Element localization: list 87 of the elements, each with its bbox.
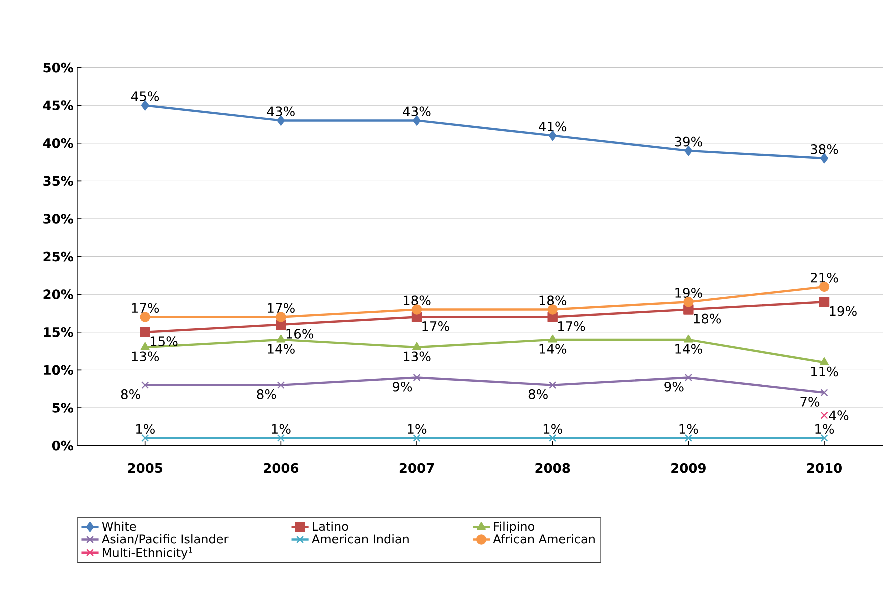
legend-label: African American — [493, 534, 595, 544]
data-label: 41% — [539, 122, 567, 132]
data-label: 17% — [268, 303, 295, 314]
data-label: 1% — [408, 424, 427, 434]
data-label: 17% — [132, 303, 160, 314]
point — [684, 297, 694, 308]
point — [142, 434, 150, 442]
data-label: 15% — [150, 336, 178, 346]
data-label: 9% — [664, 382, 684, 392]
point — [820, 434, 828, 442]
data-label: 14% — [540, 344, 567, 354]
y-tick-label: 35% — [44, 176, 74, 186]
y-tick-label: 5% — [52, 403, 74, 413]
x-tick-label: 2007 — [400, 463, 434, 474]
data-label: 8% — [121, 390, 140, 400]
data-label: 17% — [558, 321, 586, 332]
data-label: 1% — [544, 424, 562, 434]
x-tick-label: 2005 — [128, 463, 163, 474]
x-tick-label: 2006 — [264, 463, 299, 474]
x-tick-label: 2009 — [672, 463, 706, 474]
point — [413, 116, 421, 126]
point — [140, 342, 150, 350]
data-label: 13% — [404, 352, 431, 362]
data-label: 7% — [800, 397, 820, 407]
data-label: 1% — [816, 424, 834, 434]
y-tick-label: 20% — [44, 290, 74, 300]
data-label: 19% — [830, 306, 857, 316]
data-label: 43% — [267, 106, 295, 117]
point — [819, 297, 830, 308]
point — [413, 434, 421, 442]
data-label: 45% — [132, 92, 160, 102]
legend-label: Filipino — [494, 522, 534, 534]
point — [820, 389, 828, 397]
y-tick-label: 10% — [44, 365, 74, 376]
point — [412, 342, 422, 350]
point — [549, 434, 557, 442]
data-label: 14% — [268, 344, 295, 354]
data-label: 8% — [528, 390, 548, 400]
y-tick-label: 0% — [52, 440, 74, 451]
data-label: 1% — [680, 424, 698, 434]
point — [277, 434, 285, 442]
y-tick-label: 40% — [43, 138, 74, 148]
x-tick-label: 2010 — [807, 463, 842, 474]
data-label: 39% — [675, 136, 702, 147]
data-label: 38% — [811, 144, 838, 154]
data-label: 16% — [286, 329, 314, 339]
data-label: 43% — [403, 106, 431, 117]
legend-label: Latino — [313, 522, 348, 532]
point — [277, 382, 285, 390]
data-label: 21% — [811, 273, 838, 283]
y-tick-label: 30% — [44, 214, 74, 224]
x-tick-label: 2008 — [536, 463, 570, 474]
point — [549, 382, 557, 390]
data-label: 14% — [676, 344, 702, 354]
data-label: 1% — [272, 424, 291, 434]
y-tick-label: 50% — [44, 62, 74, 73]
point — [684, 374, 692, 382]
data-label: 9% — [393, 382, 412, 392]
data-label: 13% — [132, 352, 160, 362]
point — [142, 382, 150, 390]
y-tick-label: 25% — [44, 252, 74, 262]
point — [277, 116, 286, 126]
legend-label: White — [102, 522, 136, 532]
y-tick-label: 15% — [44, 327, 74, 338]
data-label: 18% — [694, 314, 722, 324]
point — [684, 334, 694, 343]
legend-label: Multi-Ethnicity$^{1}$ — [103, 547, 192, 560]
point — [548, 334, 558, 343]
legend-label: Asian/Pacific Islander — [102, 534, 229, 545]
y-tick-label: 45% — [43, 100, 74, 111]
data-label: 19% — [676, 288, 702, 298]
data-label: 18% — [540, 296, 567, 306]
point — [413, 374, 421, 382]
data-label: 8% — [257, 390, 276, 400]
data-label: 17% — [422, 321, 450, 332]
data-label: 4% — [829, 410, 849, 420]
point — [140, 327, 150, 338]
point — [820, 358, 830, 366]
point — [276, 334, 286, 343]
point — [548, 304, 558, 315]
point — [684, 434, 692, 442]
legend-label: American Indian — [312, 534, 409, 544]
point — [412, 304, 422, 315]
data-label: 1% — [136, 424, 155, 434]
data-label: 11% — [811, 366, 838, 377]
data-label: 18% — [404, 296, 431, 306]
point — [820, 412, 828, 420]
